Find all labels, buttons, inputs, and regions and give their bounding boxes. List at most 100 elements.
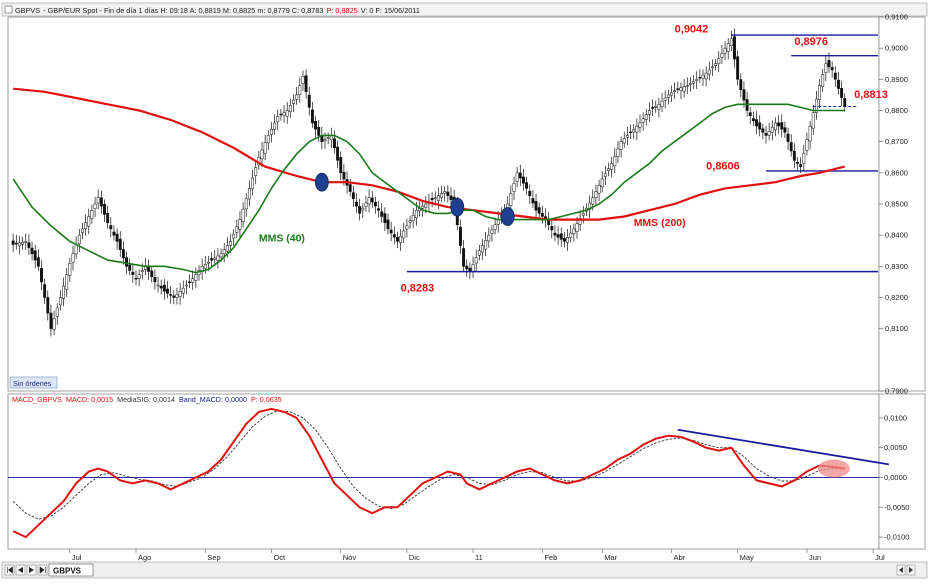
- time-tick-label: 11: [475, 553, 483, 562]
- candle-body: [723, 47, 727, 54]
- candle-body: [799, 164, 803, 167]
- candle-body: [33, 250, 37, 261]
- candle-body: [751, 118, 755, 122]
- candle-body: [440, 193, 444, 198]
- candle-body: [673, 90, 677, 93]
- candle-body: [758, 122, 762, 130]
- candle-body: [191, 278, 195, 283]
- candle-body: [210, 258, 214, 261]
- candle-body: [244, 198, 248, 210]
- candle-body: [222, 249, 226, 255]
- arrow-right-icon: [909, 567, 913, 573]
- candle-body: [515, 172, 519, 182]
- window-menu-icon[interactable]: [4, 5, 13, 14]
- candle-body: [377, 208, 381, 211]
- price-tick-label: 0,8200: [885, 293, 908, 302]
- price-levels: [406, 34, 878, 273]
- candle-body: [566, 236, 569, 243]
- candle-body: [814, 98, 818, 113]
- candle-body: [474, 257, 478, 264]
- candle-body: [121, 249, 125, 259]
- candle-body: [638, 122, 642, 128]
- candle-body: [364, 202, 368, 207]
- candle-body: [279, 113, 283, 116]
- candle-body: [137, 274, 141, 279]
- candle-body: [115, 233, 119, 242]
- candle-body: [443, 191, 447, 194]
- candle-body: [556, 234, 560, 238]
- orders-button[interactable]: [9, 376, 58, 389]
- candle-body: [553, 232, 557, 236]
- candle-body: [666, 94, 670, 98]
- prev-icon: [18, 567, 23, 573]
- candle-body: [232, 233, 236, 239]
- crossover-markers: [314, 172, 515, 226]
- candle-body: [607, 168, 610, 171]
- candle-body: [569, 232, 573, 238]
- time-tick-label: Jul: [72, 553, 82, 562]
- candle-body: [490, 229, 494, 234]
- candle-body: [641, 118, 645, 123]
- candle-body: [594, 191, 598, 199]
- macd-lines: [8, 407, 889, 539]
- nav-next-button[interactable]: [26, 564, 37, 576]
- price-tick-label: 0,8500: [885, 200, 908, 209]
- nav-first-button[interactable]: [4, 564, 15, 576]
- candle-body: [11, 240, 15, 245]
- candle-body: [93, 203, 97, 209]
- candle-body: [310, 109, 314, 124]
- candle-body: [58, 297, 62, 306]
- candle-body: [229, 241, 232, 246]
- candle-body: [525, 182, 529, 189]
- candle-body: [266, 135, 270, 144]
- candle-body: [780, 122, 784, 130]
- candle-body: [818, 85, 821, 101]
- candle-body: [219, 253, 223, 258]
- candle-body: [326, 137, 330, 139]
- candle-body: [707, 69, 711, 75]
- candle-body: [660, 100, 664, 107]
- candle-body: [459, 226, 462, 246]
- candle-body: [36, 257, 40, 267]
- candle-body: [109, 225, 113, 230]
- level-label: 0,9042: [675, 24, 709, 36]
- price-tick-label: 0,7900: [885, 387, 908, 396]
- candle-body: [714, 63, 718, 66]
- candle-body: [424, 203, 428, 208]
- candle-body: [421, 205, 425, 209]
- candle-body: [748, 112, 752, 116]
- price-axis-area: [878, 16, 926, 392]
- candle-body: [414, 209, 418, 219]
- nav-prev-button[interactable]: [15, 564, 26, 576]
- time-tick-label: Oct: [273, 553, 286, 562]
- candle-body: [263, 142, 267, 154]
- candle-body: [71, 253, 75, 263]
- candle-body: [162, 284, 166, 292]
- candle-body: [184, 284, 188, 287]
- candle-body: [821, 74, 825, 88]
- nav-last-button[interactable]: [37, 564, 48, 576]
- candle-body: [619, 141, 623, 150]
- candle-body: [351, 192, 355, 200]
- candle-body: [90, 209, 94, 219]
- macd-y-axis: -0,0100 -0,0050 0,0000 0,0050 0,0100: [879, 413, 909, 542]
- candle-body: [285, 110, 289, 117]
- level-label: 0,8606: [706, 161, 740, 173]
- macd-line: [12, 407, 845, 539]
- candle-body: [430, 198, 434, 201]
- time-tick-label: Sep: [207, 553, 220, 562]
- candle-body: [103, 204, 106, 215]
- candle-body: [764, 133, 768, 136]
- candle-body: [632, 128, 636, 133]
- candle-body: [824, 63, 828, 73]
- candle-body: [783, 127, 787, 133]
- candle-body: [99, 197, 103, 207]
- candle-body: [670, 92, 673, 96]
- tab-gbpvs[interactable]: GBPVS: [48, 563, 94, 577]
- candle-body: [830, 67, 834, 71]
- candle-body: [770, 126, 774, 133]
- candle-body: [657, 104, 661, 110]
- candle-body: [622, 138, 626, 144]
- candle-body: [273, 122, 277, 130]
